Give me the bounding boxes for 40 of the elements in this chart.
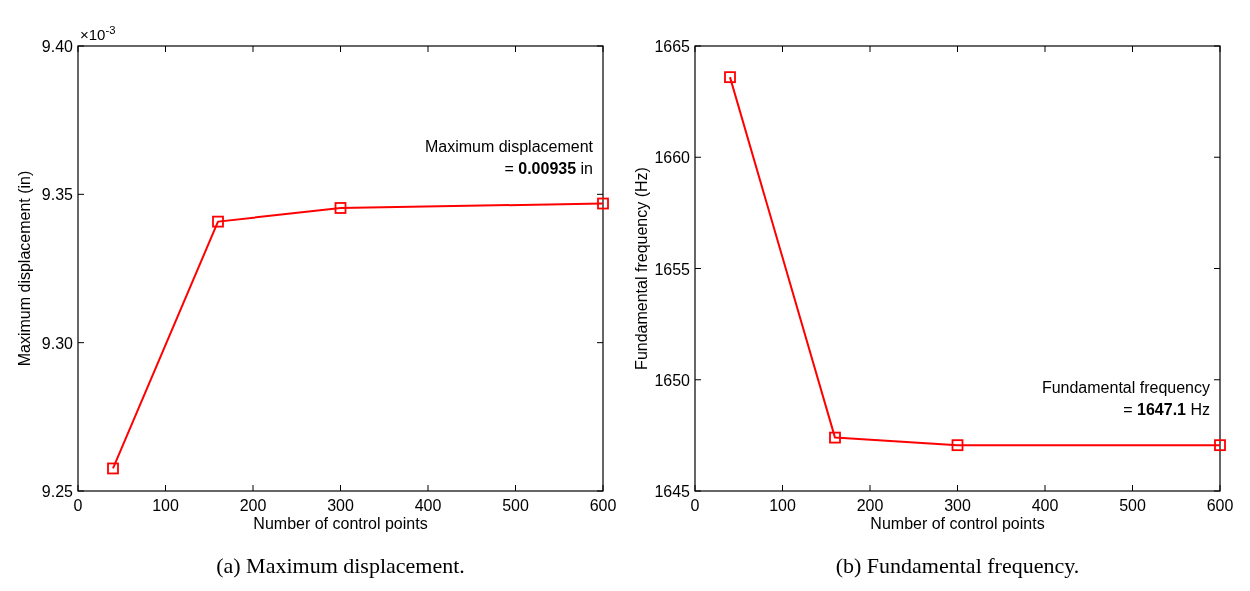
x-tick-label: 200 [856,497,884,514]
annotation: Maximum displacement = 0.00935 in [424,137,594,177]
x-tick-label: 400 [414,497,442,514]
y-tick-label: 9.25 [41,483,74,500]
x-tick-label: 300 [944,497,971,514]
x-tick-label: 500 [502,497,529,514]
x-tick-label: 0 [73,497,83,514]
point [334,202,347,214]
point [597,197,609,210]
x-tick-label: 500 [1119,497,1146,514]
x-tick-label: 200 [239,497,267,514]
point [1214,439,1226,452]
x-tick-label: 100 [769,497,796,514]
y-axis-title: Maximum displacement (in) [16,170,33,367]
point [724,71,736,84]
text: ×10$^{-3}$ [80,24,116,43]
text: (a) Maximum displacement. [216,553,465,578]
x-tick-label: 100 [152,497,179,514]
x-tick-label: 300 [327,497,354,514]
y-tick-label: 1660 [654,149,691,167]
y-tick-label: 1650 [654,371,691,389]
y-tick-label: 1645 [654,483,691,500]
point [212,215,224,228]
x-tick-label: 0 [690,497,700,514]
text: (b) Fundamental frequency. [835,553,1080,578]
y-tick-label: 9.35 [41,186,74,204]
y-tick-label: 9.30 [41,334,74,352]
x-tick-label: 600 [1206,497,1234,514]
x-axis-title: Number of control points [870,515,1045,532]
point [107,462,119,475]
point [951,439,964,452]
y-tick-label: 1655 [654,260,691,278]
annotation: Fundamental frequency = 1647.1 Hz [1041,379,1210,419]
point [829,431,841,444]
x-axis-title: Number of control points [253,515,428,532]
x-tick-label: 400 [1031,497,1059,514]
y-tick-label: 9.40 [41,38,74,55]
y-tick-label: 1665 [654,38,691,55]
x-tick-label: 600 [589,497,617,514]
y-axis-title: Fundamental frequency (Hz) [633,167,650,370]
